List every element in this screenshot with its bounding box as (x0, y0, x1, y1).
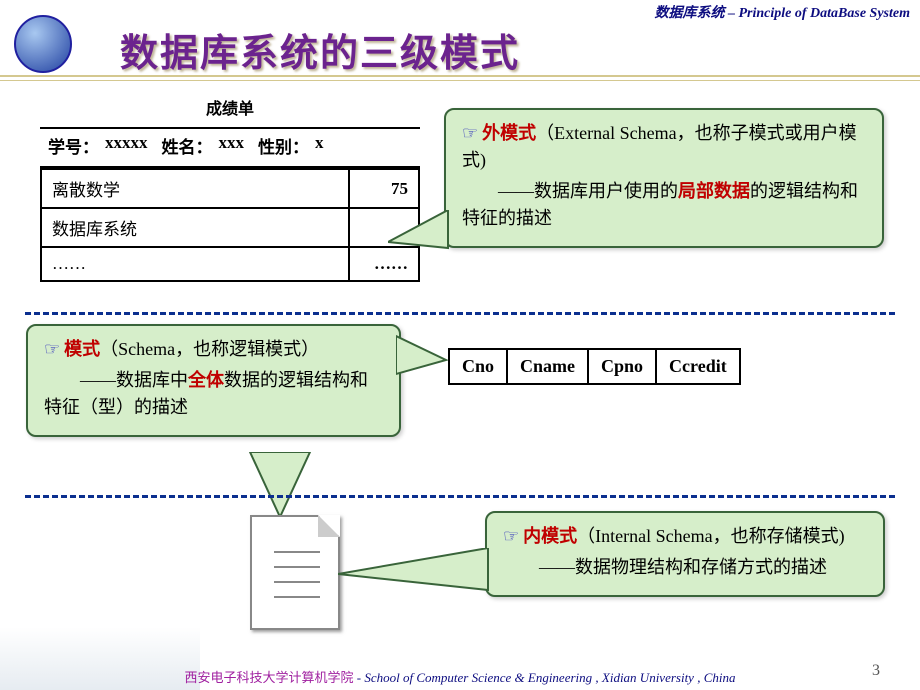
footer-en: - School of Computer Science & Engineeri… (357, 670, 736, 685)
page-title: 数据库系统的三级模式 (120, 22, 520, 77)
callout-internal: ☞内模式（Internal Schema，也称存储模式) ——数据物理结构和存储… (485, 511, 885, 597)
callout-tail (338, 548, 498, 608)
file-icon (250, 515, 340, 630)
finger-icon: ☞ (503, 526, 519, 546)
transcript-title: 成绩单 (40, 95, 420, 119)
footer: 西安电子科技大学计算机学院 - School of Computer Scien… (0, 667, 920, 686)
transcript-block: 成绩单 学号：xxxxx 姓名：xxx 性别：x 离散数学75 数据库系统 ……… (40, 95, 420, 282)
callout-schema: ☞模式（Schema，也称逻辑模式） ——数据库中全体数据的逻辑结构和特征（型）… (26, 324, 401, 437)
schema-columns-table: Cno Cname Cpno Ccredit (448, 348, 741, 385)
transcript-table: 离散数学75 数据库系统 ………… (40, 168, 420, 282)
header-cn: 数据库系统 (655, 6, 725, 21)
title-underline (0, 75, 920, 81)
callout-external: ☞外模式（External Schema，也称子模式或用户模式) ——数据库用户… (444, 108, 884, 248)
header-en: – Principle of DataBase System (725, 6, 911, 21)
header-bar: 数据库系统 – Principle of DataBase System (655, 2, 911, 22)
table-row: 数据库系统 (41, 208, 419, 247)
footer-cn: 西安电子科技大学计算机学院 (184, 670, 353, 685)
callout-tail (388, 210, 458, 270)
finger-icon: ☞ (44, 339, 60, 359)
university-logo (14, 15, 72, 73)
table-row: ………… (41, 247, 419, 281)
divider (25, 312, 895, 315)
divider (25, 495, 895, 498)
callout-tail (220, 452, 320, 522)
callout-desc: ——数据库中全体数据的逻辑结构和特征（型）的描述 (44, 367, 383, 421)
callout-desc: ——数据库用户使用的局部数据的逻辑结构和特征的描述 (462, 178, 866, 232)
page-number: 3 (872, 662, 880, 680)
callout-tail (396, 330, 454, 390)
callout-desc: ——数据物理结构和存储方式的描述 (503, 554, 867, 581)
transcript-header: 学号：xxxxx 姓名：xxx 性别：x (40, 127, 420, 168)
finger-icon: ☞ (462, 123, 478, 143)
table-row: 离散数学75 (41, 169, 419, 208)
